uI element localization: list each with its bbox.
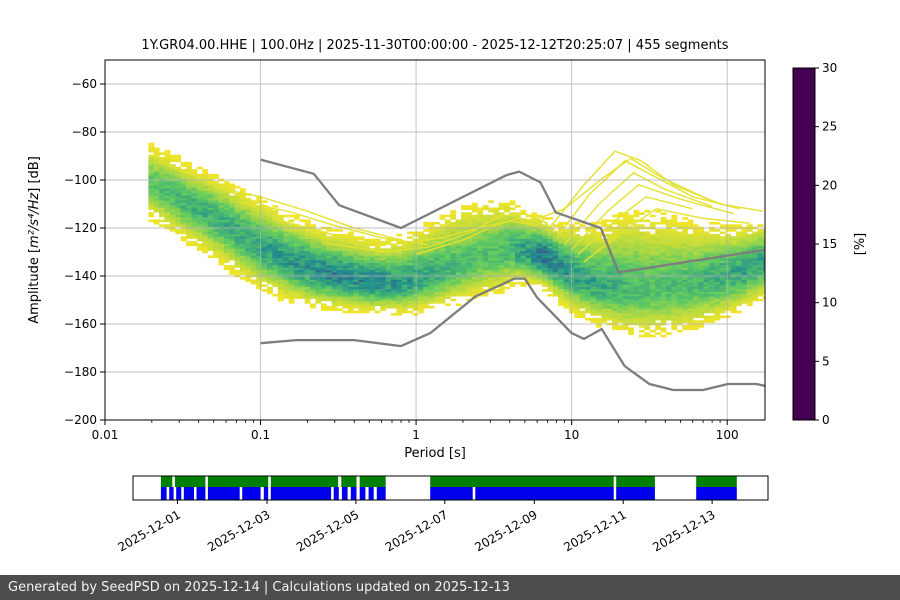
plot-border <box>104 59 766 421</box>
y-tick-label: −100 <box>64 173 97 187</box>
timeline-date-label: 2025-12-09 <box>472 507 539 554</box>
colorbar-tick-label: 25 <box>822 120 837 134</box>
colorbar-axis-label: [%] <box>853 233 868 256</box>
colorbar-tick-label: 5 <box>822 354 830 368</box>
status-text: Generated by SeedPSD on 2025-12-14 | Cal… <box>8 580 510 595</box>
y-tick-label: −140 <box>64 269 97 283</box>
y-tick-label: −180 <box>64 365 97 379</box>
coverage-segment <box>333 487 339 500</box>
coverage-segment <box>341 487 348 500</box>
status-bar: Generated by SeedPSD on 2025-12-14 | Cal… <box>0 575 900 600</box>
x-tick-label: 100 <box>716 428 739 442</box>
coverage-segment <box>368 487 374 500</box>
colorbar-tick-label: 10 <box>822 296 837 310</box>
coverage-segment <box>475 487 614 500</box>
wisp-line <box>571 183 734 251</box>
coverage-segments-blue <box>160 487 737 500</box>
timeline-date-label: 2025-12-03 <box>205 507 272 554</box>
coverage-segment <box>376 487 386 500</box>
coverage-segment <box>350 487 357 500</box>
wisp-line <box>556 159 740 239</box>
y-tick-label: −60 <box>72 77 97 91</box>
coverage-segment <box>616 476 655 487</box>
x-tick-label: 10 <box>564 428 579 442</box>
y-axis-label: Amplitude [m²/s⁴/Hz] [dB] <box>27 156 42 324</box>
coverage-segment <box>430 487 473 500</box>
timeline-date-label: 2025-12-11 <box>561 507 628 554</box>
wisp-line <box>415 217 565 256</box>
y-tick-label: −160 <box>64 317 97 331</box>
timeline-border <box>132 475 769 501</box>
coverage-segment <box>160 476 173 487</box>
coverage-segment <box>183 487 194 500</box>
wisp-line <box>524 157 709 224</box>
grid-lines <box>105 60 765 420</box>
wisp-line <box>322 212 548 253</box>
coverage-segment <box>263 487 269 500</box>
colorbar-tick-label: 0 <box>822 413 830 427</box>
low-noise-model-line <box>260 277 765 392</box>
noise-model-lines <box>260 158 765 392</box>
x-axis-label: Period [s] <box>404 446 466 461</box>
coverage-segment <box>696 476 737 487</box>
coverage-segment <box>616 487 655 500</box>
high-noise-wisps <box>158 150 764 263</box>
timeline-date-label: 2025-12-01 <box>116 507 183 554</box>
x-tick-label: 0.1 <box>251 428 270 442</box>
timeline-date-label: 2025-12-13 <box>650 507 717 554</box>
coverage-segment <box>270 476 339 487</box>
coverage-segment <box>207 487 240 500</box>
y-tick-label: −120 <box>64 221 97 235</box>
wisp-line <box>158 160 274 210</box>
colorbar-tick-label: 30 <box>822 61 837 75</box>
x-tick-label: 1 <box>412 428 420 442</box>
coverage-timeline: 2025-12-01 2025-12-03 2025-12-05 2025-12-07… <box>116 475 769 554</box>
coverage-segment <box>169 487 174 500</box>
coverage-segment <box>270 487 332 500</box>
axes: 0.01 0.1 1 10 100 −200 −180 −160 −140 −120 −100 −80… <box>27 59 766 461</box>
coverage-segment <box>696 487 737 500</box>
chart-canvas: 0.01 0.1 1 10 100−200−180−160−140−120−100−80… <box>27 59 868 554</box>
coverage-segment <box>174 476 206 487</box>
y-tick-label: −80 <box>72 125 97 139</box>
coverage-segment <box>359 487 366 500</box>
ppsd-density-cloud <box>148 142 765 338</box>
y-tick-label: −200 <box>64 413 97 427</box>
coverage-segment <box>341 476 357 487</box>
timeline-date-label: 2025-12-05 <box>294 507 361 554</box>
wisp-line <box>583 208 750 263</box>
x-tick-label: 0.01 <box>92 428 119 442</box>
high-noise-model-line <box>260 158 765 274</box>
colorbar-tick-label: 20 <box>822 178 837 192</box>
coverage-segment <box>160 487 167 500</box>
wisp-line <box>577 195 693 255</box>
colorbar-gradient <box>793 68 815 420</box>
wisp-line <box>213 186 402 241</box>
coverage-segment <box>430 476 614 487</box>
coverage-segment <box>207 476 269 487</box>
colorbar: 0 5 10 15 20 25 30 [%] <box>792 61 868 427</box>
coverage-segment <box>196 487 206 500</box>
wisp-line <box>563 171 713 246</box>
coverage-segment <box>242 487 261 500</box>
timeline-date-label: 2025-12-07 <box>383 507 450 554</box>
colorbar-tick-label: 15 <box>822 237 837 251</box>
coverage-segment <box>359 476 386 487</box>
coverage-segment <box>176 487 182 500</box>
coverage-segments-green <box>160 476 737 487</box>
chart-title: 1Y.GR04.00.HHE | 100.0Hz | 2025-11-30T00… <box>141 38 729 53</box>
